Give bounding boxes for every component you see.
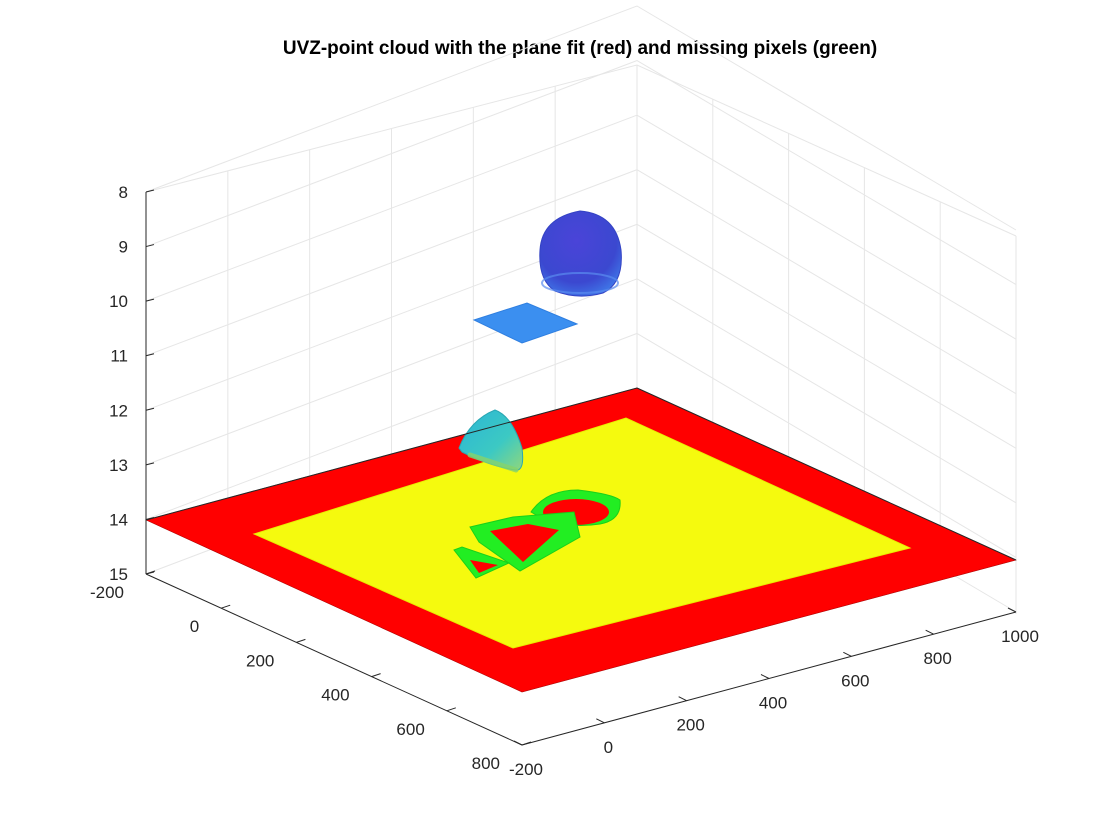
missing-pixels xyxy=(453,489,621,579)
grid-lines xyxy=(145,5,1017,614)
x-tick-label: 0 xyxy=(604,738,613,757)
x-tick-mark xyxy=(760,674,770,679)
box-top-edge xyxy=(145,64,1017,237)
z-tick-mark xyxy=(145,298,155,302)
missing-triangle-hole xyxy=(470,560,498,573)
z-tick-label: 15 xyxy=(109,565,128,584)
cone-base xyxy=(467,452,519,473)
y-tick-mark xyxy=(221,604,231,609)
y-tick-mark xyxy=(145,570,156,575)
y-tick-mark xyxy=(446,707,456,712)
x-tick-mark xyxy=(513,740,523,746)
z-tick-mark xyxy=(145,189,155,193)
x-tick-label: 400 xyxy=(759,694,787,713)
z-tick-mark xyxy=(145,516,155,520)
z-tick-label: 10 xyxy=(109,292,128,311)
z-tick-label: 13 xyxy=(109,456,128,475)
z-tick-label: 14 xyxy=(109,510,128,529)
x-tick-mark xyxy=(843,651,852,657)
hemisphere-points xyxy=(539,210,622,297)
z-tick-label: 11 xyxy=(110,347,128,366)
back-plane-edge-right xyxy=(636,387,1017,561)
x-tick-mark xyxy=(1007,607,1017,613)
z-tick-mark xyxy=(145,407,155,411)
z-tick-label: 9 xyxy=(119,238,128,257)
x-tick-label: 600 xyxy=(841,671,869,690)
y-tick-label: -200 xyxy=(90,583,124,602)
x-tick-mark xyxy=(925,629,934,635)
missing-square-hole xyxy=(490,524,559,562)
x-tick-label: -200 xyxy=(509,760,543,779)
square-patch xyxy=(472,302,579,344)
y-tick-mark xyxy=(296,638,306,643)
hemisphere-shape xyxy=(539,210,622,297)
y-axis-line xyxy=(145,573,523,746)
z-grid-line xyxy=(145,5,1017,231)
z-tick-mark xyxy=(145,462,155,466)
x-tick-label: 800 xyxy=(923,649,951,668)
x-tick-mark xyxy=(596,718,605,724)
y-tick-label: 400 xyxy=(321,686,349,705)
hemisphere-base xyxy=(541,272,619,294)
x-tick-mark xyxy=(678,696,687,702)
x-tick-label: 1000 xyxy=(1001,627,1039,646)
x-tick-label: 200 xyxy=(676,716,704,735)
z-tick-label: 12 xyxy=(109,401,128,420)
z-tick-mark xyxy=(145,244,155,248)
chart-title: UVZ-point cloud with the plane fit (red)… xyxy=(283,38,877,59)
y-tick-label: 0 xyxy=(190,617,199,636)
cone-points xyxy=(458,409,524,473)
back-plane-edge xyxy=(145,387,638,521)
y-tick-label: 600 xyxy=(396,720,424,739)
z-tick-label: 8 xyxy=(119,183,128,202)
y-tick-mark xyxy=(521,741,532,746)
y-tick-label: 200 xyxy=(246,651,274,670)
y-tick-label: 800 xyxy=(472,754,500,773)
z-tick-mark xyxy=(145,353,155,357)
y-tick-mark xyxy=(371,673,381,678)
